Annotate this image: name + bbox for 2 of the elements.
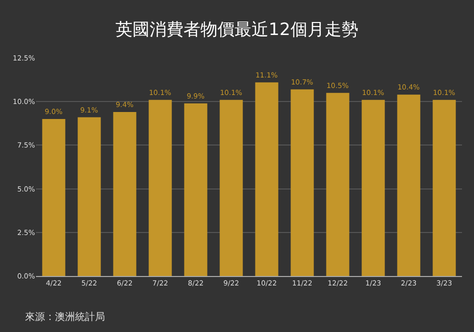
text: 來源：澳洲統計局 bbox=[25, 311, 105, 323]
chart-title: 英國消費者物價最近12個月走勢 bbox=[116, 20, 358, 40]
